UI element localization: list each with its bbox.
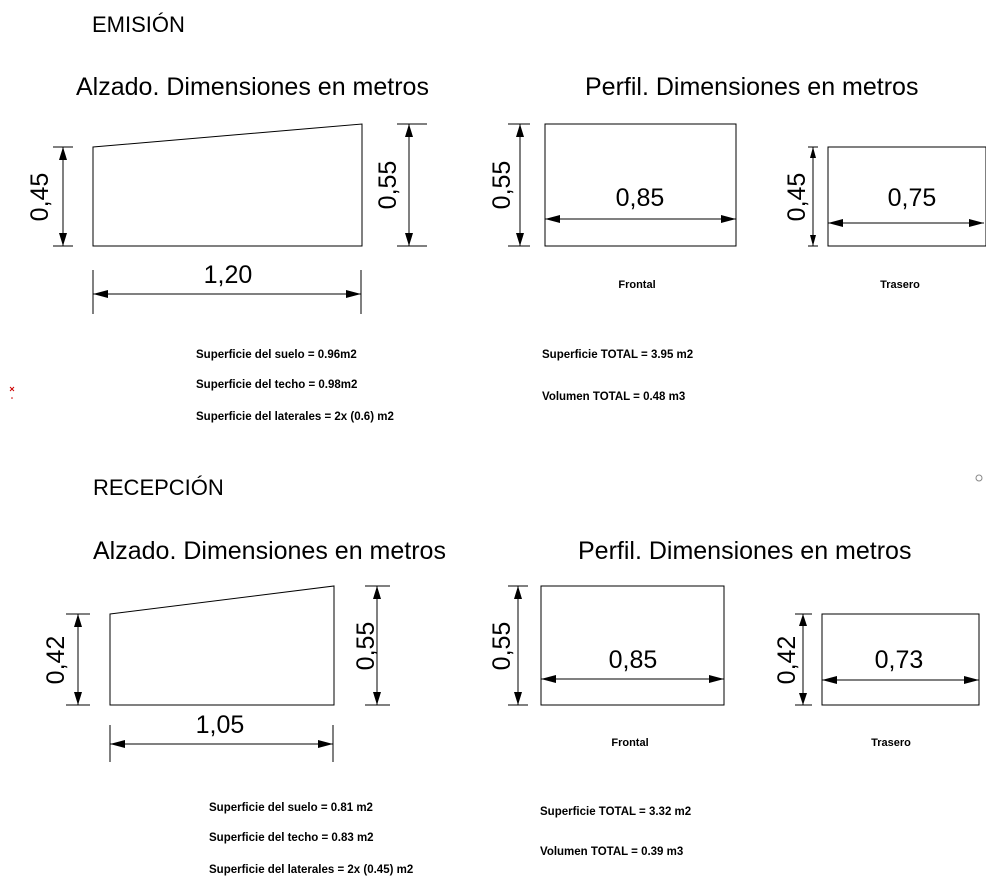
frontal-width-label-emision: 0,85 xyxy=(616,184,665,212)
dim-trasero-width-emision xyxy=(828,219,984,227)
total-superficie-recepcion: Superficie TOTAL = 3.32 m2 xyxy=(540,806,691,818)
frontal-height-label-emision: 0,55 xyxy=(488,161,516,210)
height-left-label-emision: 0,45 xyxy=(26,173,54,222)
length-label-recepcion: 1,05 xyxy=(196,711,245,739)
trasero-width-label-emision: 0,75 xyxy=(888,184,937,212)
section-title-recepcion: RECEPCIÓN xyxy=(93,475,224,500)
dim-left-height-emision xyxy=(53,146,73,247)
perfil-title-emision: Perfil. Dimensiones en metros xyxy=(585,73,918,101)
frontal-rect-emision xyxy=(544,123,737,247)
trasero-height-label-recepcion: 0,42 xyxy=(773,636,801,685)
perfil-title-recepcion: Perfil. Dimensiones en metros xyxy=(578,537,911,565)
dim-frontal-width-recepcion xyxy=(541,675,724,683)
dim-left-height-recepcion xyxy=(66,613,90,706)
dim-trasero-height-emision xyxy=(808,146,818,247)
total-superficie-emision: Superficie TOTAL = 3.95 m2 xyxy=(542,349,693,361)
alzado-title-recepcion: Alzado. Dimensiones en metros xyxy=(93,537,446,565)
dim-length-recepcion xyxy=(109,725,334,762)
dim-length-emision xyxy=(92,270,362,314)
dim-frontal-height-recepcion xyxy=(508,585,528,706)
trasero-caption-recepcion: Trasero xyxy=(871,737,911,749)
frontal-caption-recepcion: Frontal xyxy=(611,737,648,749)
trasero-rect-emision xyxy=(827,146,986,247)
section-title-emision: EMISIÓN xyxy=(92,12,185,37)
frontal-caption-emision: Frontal xyxy=(618,279,655,291)
stray-mark-left xyxy=(9,386,15,399)
alzado-shape-recepcion xyxy=(109,585,335,706)
note-suelo-recepcion: Superficie del suelo = 0.81 m2 xyxy=(209,802,373,814)
frontal-rect-recepcion xyxy=(540,585,725,706)
dim-trasero-height-recepcion xyxy=(795,613,812,706)
dim-frontal-width-emision xyxy=(545,215,736,223)
height-right-label-recepcion: 0,55 xyxy=(352,622,380,671)
alzado-title-emision: Alzado. Dimensiones en metros xyxy=(76,73,429,101)
note-techo-recepcion: Superficie del techo = 0.83 m2 xyxy=(209,832,374,844)
dim-right-height-recepcion xyxy=(365,585,390,706)
trasero-rect-recepcion xyxy=(821,613,980,706)
dim-frontal-height-emision xyxy=(508,123,530,247)
dim-right-height-emision xyxy=(397,123,427,247)
length-label-emision: 1,20 xyxy=(204,261,253,289)
height-right-label-emision: 0,55 xyxy=(374,161,402,210)
alzado-shape-emision xyxy=(92,123,363,247)
stray-mark-right xyxy=(975,474,983,482)
note-laterales-emision: Superficie del laterales = 2x (0.6) m2 xyxy=(196,411,394,423)
height-left-label-recepcion: 0,42 xyxy=(42,636,70,685)
total-volumen-recepcion: Volumen TOTAL = 0.39 m3 xyxy=(540,846,683,858)
frontal-width-label-recepcion: 0,85 xyxy=(609,646,658,674)
trasero-width-label-recepcion: 0,73 xyxy=(875,646,924,674)
frontal-height-label-recepcion: 0,55 xyxy=(488,622,516,671)
total-volumen-emision: Volumen TOTAL = 0.48 m3 xyxy=(542,391,685,403)
note-suelo-emision: Superficie del suelo = 0.96m2 xyxy=(196,349,357,361)
note-techo-emision: Superficie del techo = 0.98m2 xyxy=(196,379,357,391)
dim-trasero-width-recepcion xyxy=(822,676,979,684)
trasero-caption-emision: Trasero xyxy=(880,279,920,291)
trasero-height-label-emision: 0,45 xyxy=(783,173,811,222)
note-laterales-recepcion: Superficie del laterales = 2x (0.45) m2 xyxy=(209,864,413,876)
